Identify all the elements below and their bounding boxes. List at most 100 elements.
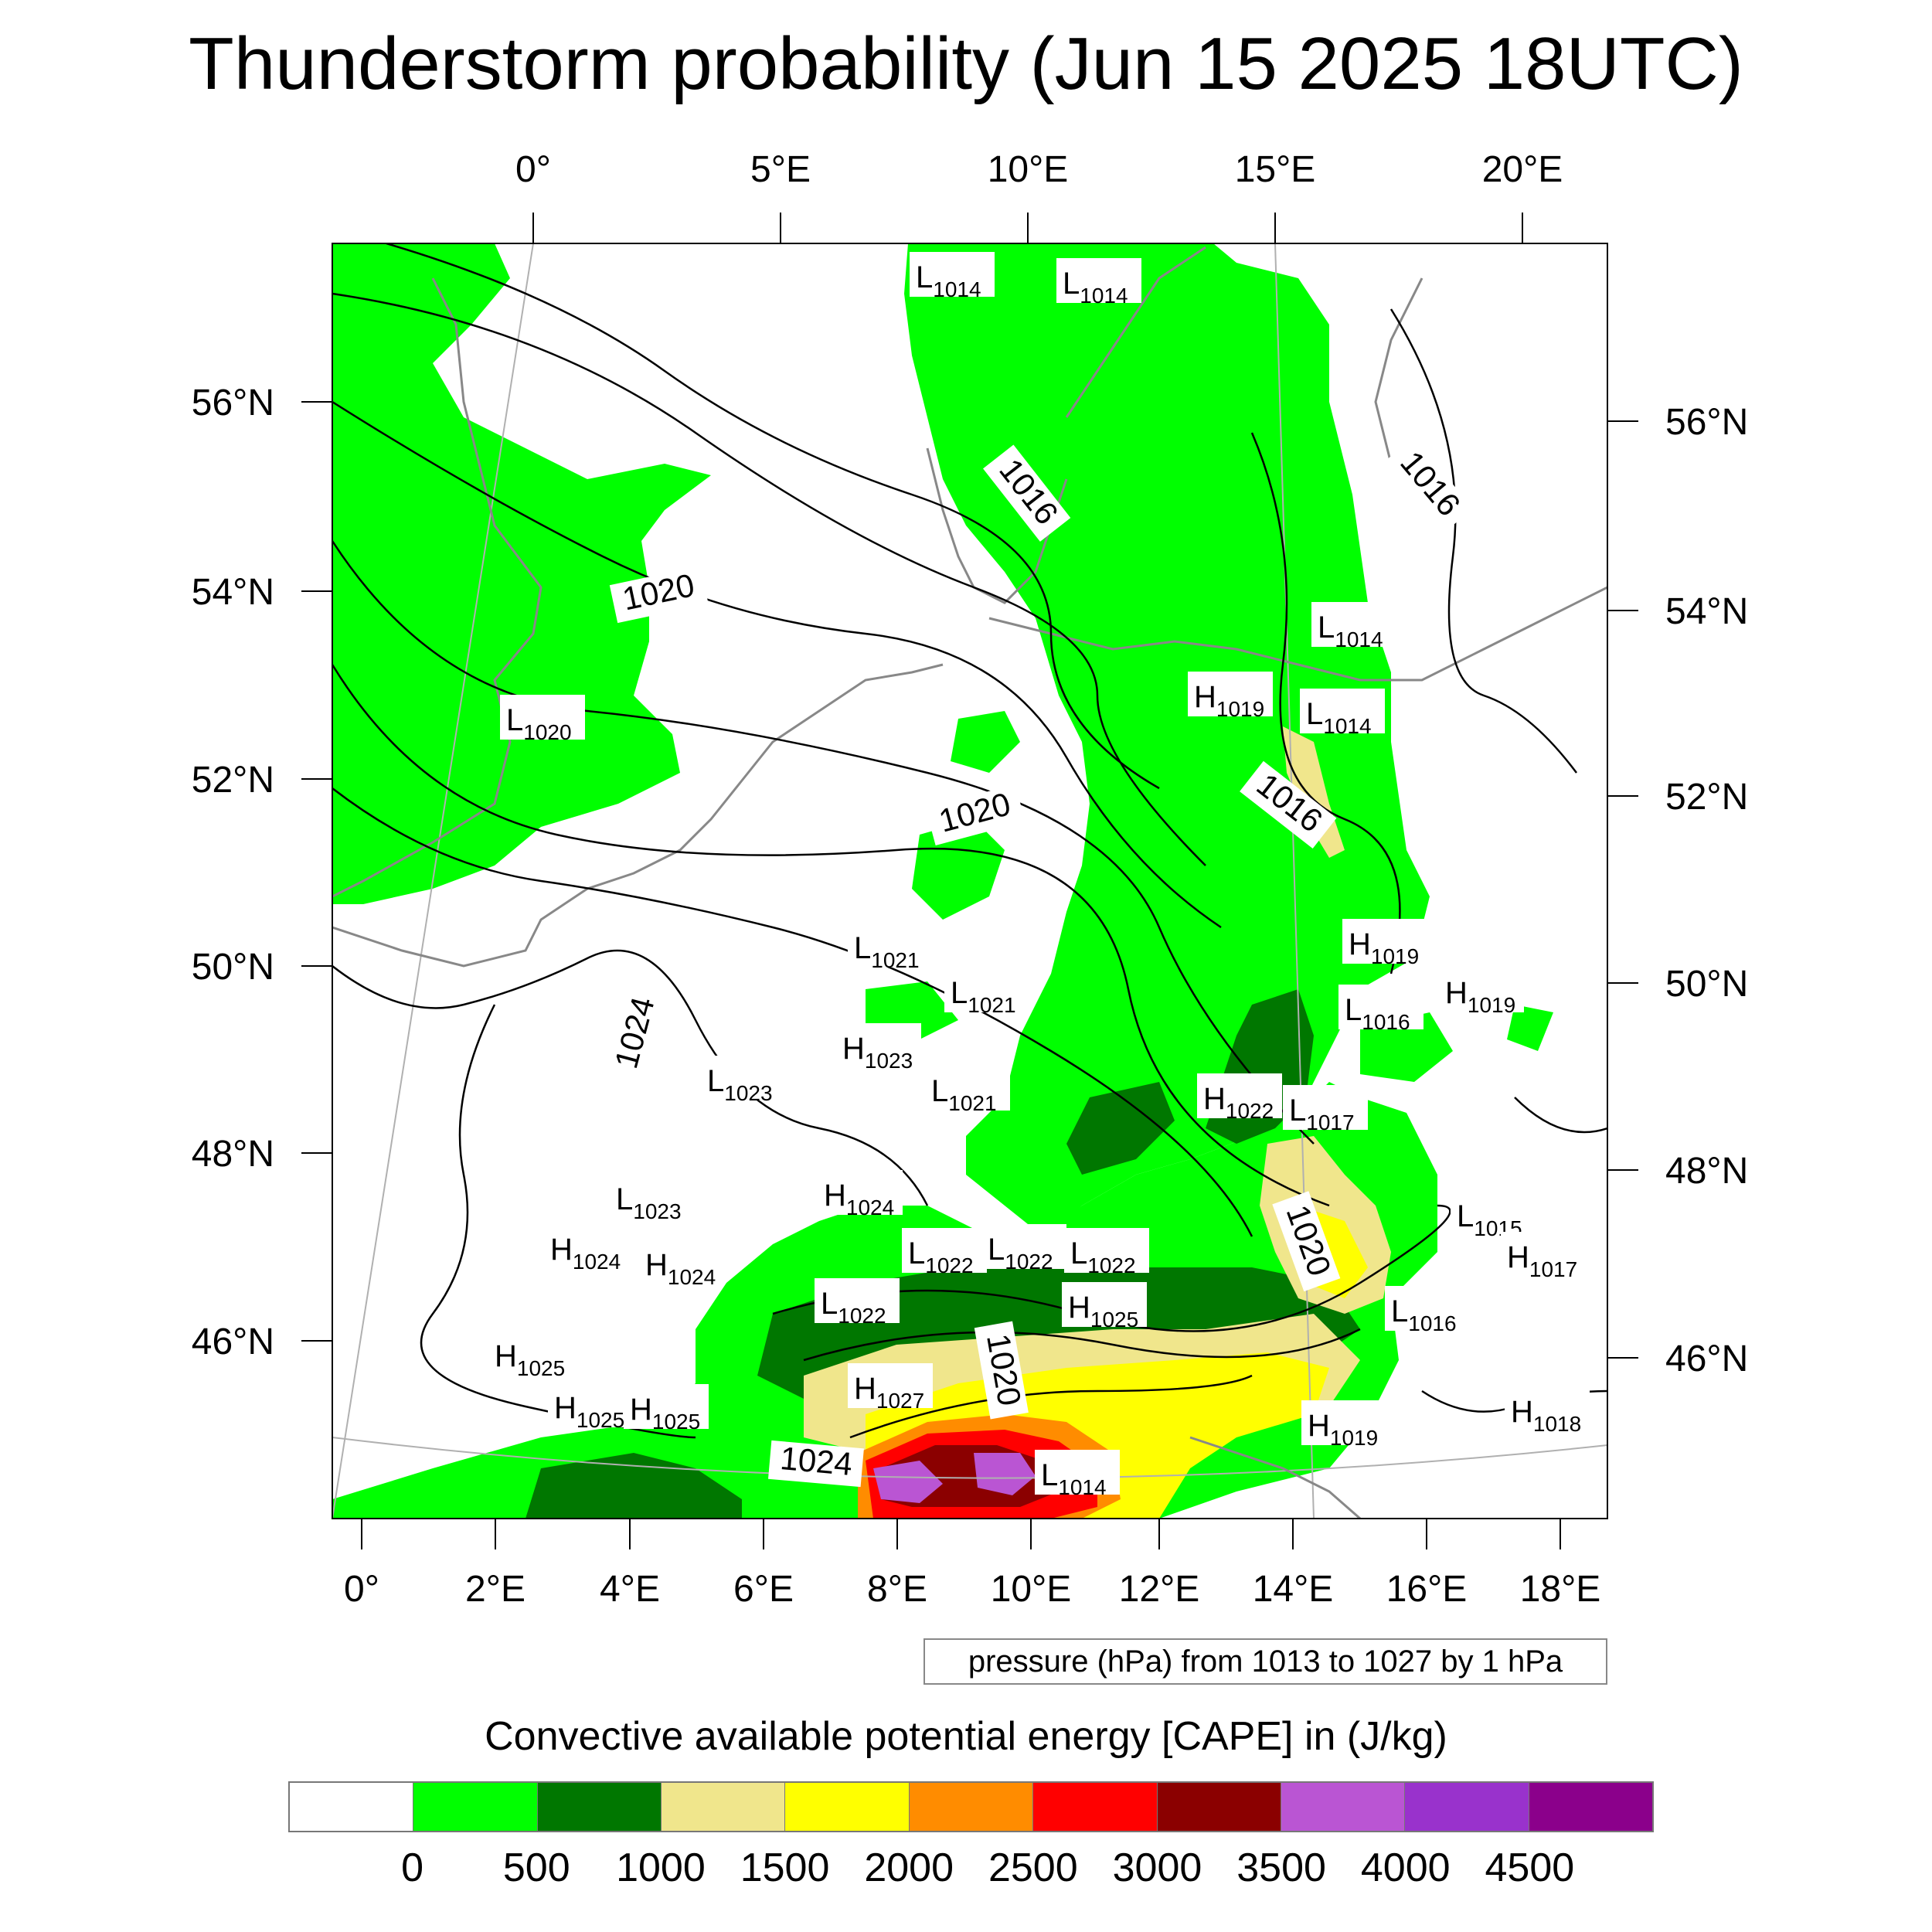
center-type: L (916, 260, 933, 294)
colorbar-label: 3500 (1236, 1845, 1326, 1890)
colorbar-label: 1000 (616, 1845, 706, 1890)
center-type: L (1063, 267, 1080, 301)
svg-text:L1014: L1014 (1063, 267, 1128, 308)
center-value: 1021 (871, 948, 919, 972)
center-type: H (630, 1393, 652, 1427)
pressure-center: L1022 (981, 1224, 1066, 1274)
pressure-center: L1014 (1035, 1450, 1120, 1499)
center-type: H (854, 1372, 876, 1406)
pressure-center: L1023 (610, 1174, 695, 1223)
svg-text:L1021: L1021 (951, 976, 1016, 1017)
center-value: 1023 (633, 1199, 681, 1223)
cape-area-patch-1 (912, 819, 1005, 920)
pressure-center: L1016 (1338, 985, 1423, 1034)
center-type: H (550, 1233, 573, 1267)
svg-text:L1021: L1021 (931, 1074, 997, 1115)
center-type: L (951, 976, 968, 1010)
center-value: 1025 (517, 1356, 565, 1380)
center-value: 1022 (838, 1304, 886, 1328)
colorbar-label: 4000 (1360, 1845, 1451, 1890)
isobar-line (849, 1374, 1253, 1439)
center-type: L (1289, 1094, 1306, 1128)
center-value: 1021 (968, 993, 1015, 1017)
top-lon-label: 5°E (750, 149, 811, 190)
svg-text:L1015: L1015 (1457, 1199, 1522, 1240)
pressure-contour-note: pressure (hPa) from 1013 to 1027 by 1 hP… (923, 1638, 1607, 1685)
colorbar-label: 4500 (1485, 1845, 1575, 1890)
center-value: 1022 (1005, 1250, 1053, 1274)
pressure-center: H1023 (836, 1023, 921, 1073)
center-value: 1019 (1468, 993, 1515, 1017)
pressure-center: H1018 (1505, 1386, 1590, 1436)
center-type: H (554, 1391, 577, 1425)
center-value: 1024 (668, 1265, 716, 1289)
svg-text:L1016: L1016 (1345, 993, 1410, 1034)
center-type: H (1068, 1291, 1090, 1325)
left-lat-labels: 56°N 54°N 52°N 50°N 48°N 46°N (192, 383, 274, 1362)
colorbar-label: 2500 (988, 1845, 1078, 1890)
svg-text:L1014: L1014 (1041, 1458, 1107, 1499)
pressure-center: H1027 (848, 1363, 933, 1413)
right-lat-label: 48°N (1665, 1151, 1748, 1192)
svg-text:L1017: L1017 (1289, 1094, 1355, 1134)
pressure-center: L1014 (1056, 258, 1141, 308)
svg-text:L1020: L1020 (506, 703, 572, 744)
isobar-line (1514, 1097, 1607, 1134)
center-type: H (1507, 1240, 1529, 1274)
cape-area-patch-2 (951, 711, 1020, 773)
svg-text:L1022: L1022 (1070, 1236, 1136, 1277)
top-ticks (532, 213, 1523, 243)
pressure-center: H1022 (1197, 1073, 1282, 1123)
colorbar-segment (1405, 1783, 1529, 1831)
svg-text:L1014: L1014 (916, 260, 981, 301)
center-value: 1018 (1533, 1412, 1581, 1436)
center-value: 1019 (1330, 1426, 1378, 1450)
right-lat-label: 50°N (1665, 964, 1748, 1005)
left-lat-label: 52°N (192, 760, 274, 801)
center-type: H (645, 1248, 668, 1282)
center-type: L (1070, 1236, 1087, 1270)
center-type: H (1308, 1409, 1330, 1443)
center-type: H (1349, 927, 1371, 961)
graticule-meridian-15 (1274, 243, 1315, 1519)
svg-text:H1025: H1025 (1068, 1291, 1138, 1332)
center-value: 1022 (1226, 1099, 1274, 1123)
graticule (332, 243, 1607, 1519)
colorbar-label: 3000 (1112, 1845, 1202, 1890)
pressure-center: L1021 (925, 1066, 1010, 1115)
svg-text:H1025: H1025 (554, 1391, 624, 1432)
pressure-center: L1020 (500, 695, 585, 744)
colorbar-segment (1157, 1783, 1281, 1831)
center-value: 1014 (1058, 1475, 1106, 1499)
isobar-line (1389, 308, 1577, 774)
left-ticks (301, 401, 332, 1342)
pressure-center: L1022 (815, 1278, 900, 1328)
pressure-center: H1025 (548, 1383, 633, 1432)
isobar-line (386, 243, 1160, 790)
isobar-line (1250, 432, 1401, 975)
pressure-center: H1019 (1301, 1400, 1386, 1450)
center-value: 1014 (1323, 714, 1371, 738)
center-value: 1025 (652, 1410, 700, 1434)
svg-text:L1023: L1023 (707, 1064, 773, 1105)
colorbar-segment (1529, 1783, 1652, 1831)
coast-baltic-east (1374, 277, 1423, 464)
pressure-center: L1014 (1311, 602, 1396, 651)
cape-violet-core-2 (974, 1453, 1036, 1495)
bottom-lon-label: 12°E (1119, 1569, 1200, 1610)
center-value: 1016 (1408, 1311, 1456, 1335)
cape-dark-band-central (1066, 1082, 1175, 1175)
center-type: H (1194, 680, 1216, 714)
colorbar-segment (537, 1783, 662, 1831)
pressure-center: L1016 (1385, 1286, 1470, 1335)
coast-baltic-south (988, 586, 1607, 682)
graticule-parallel-45 (332, 1437, 1607, 1479)
center-value: 1023 (724, 1081, 772, 1105)
center-value: 1019 (1216, 697, 1264, 721)
isobar-line (332, 949, 929, 1206)
isobar-line (332, 664, 1330, 1207)
left-lat-label: 48°N (192, 1134, 274, 1175)
colorbar-labels: 0 500 1000 1500 2000 2500 3000 3500 4000 4500 (0, 1843, 1932, 1897)
left-lat-label: 54°N (192, 572, 274, 613)
pressure-center: L1017 (1283, 1085, 1368, 1134)
